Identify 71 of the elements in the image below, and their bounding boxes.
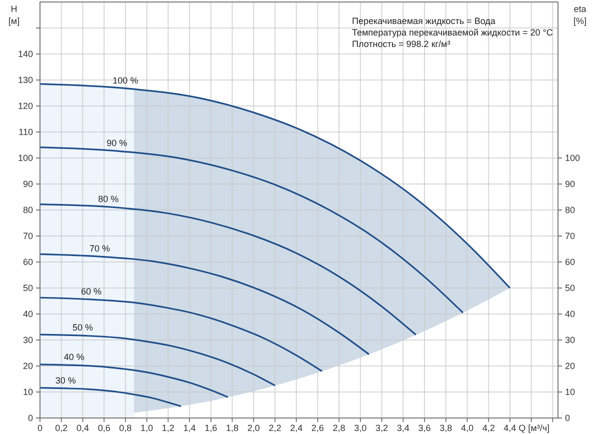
y2-tick-label: 30 [565,335,576,345]
line-series [39,334,276,386]
y-tick-label: 50 [22,283,33,293]
y-tick-label: 0 [28,413,33,423]
line-series [39,146,464,314]
y-tick-label: 100 [18,153,33,163]
x-tick-label: 1,8 [226,423,239,433]
x-tick-label: 1,2 [162,423,174,433]
y-axis-title: H [м] [8,4,20,26]
x-tick-label: 2,2 [268,423,282,433]
series-label: 100 % [112,75,138,86]
x-tick-label: 4,2 [482,423,495,433]
x-axis-title: Q [м³/ч] [518,423,550,433]
y2-tick-label: 10 [565,387,576,397]
y2-axis-title: eta [%] [573,4,587,26]
x-tick-label: 1,4 [183,423,196,433]
series-label: 50 % [72,322,93,333]
annotation: Температура перекачиваемой жидкости = 20 °C [352,28,554,38]
line-series [39,203,417,336]
y-tick-label: 30 [22,335,33,345]
x-tick-label: 0,2 [55,423,68,433]
series-label: 90 % [106,138,128,148]
series-label: 80 % [98,194,119,204]
line-series [39,364,229,398]
x-tick-label: 1,0 [140,423,154,433]
y-tick-label: 10 [22,387,33,397]
y2-tick-label: 100 [565,153,580,163]
x-tick-label: 0,8 [119,423,132,433]
x-tick-label: 3,4 [396,423,410,433]
y-tick-label: 110 [18,127,33,137]
y-tick-label: 20 [22,361,33,371]
x-tick-label: 3,8 [440,423,452,433]
y-tick-label: 90 [22,179,33,189]
x-tick-label: 2,6 [311,423,324,433]
y-tick-label: 80 [22,205,33,215]
x-tick-label: 0,4 [76,423,89,433]
y2-tick-label: 60 [565,257,576,267]
series-label: 60 % [81,286,102,296]
line-series [39,387,182,408]
x-tick-label: 0,6 [98,423,110,433]
x-tick-label: 2,8 [332,423,346,433]
x-tick-label: 3,6 [418,423,431,433]
y2-tick-label: 0 [565,413,570,423]
y2-tick-label: 80 [565,205,576,215]
y2-tick-label: 40 [565,309,576,319]
series-label: 40 % [64,352,84,362]
x-tick-label: 0 [37,423,43,433]
y-tick-label: 120 [18,101,33,111]
x-tick-label: 2,4 [290,423,303,433]
y2-tick-label: 50 [565,283,576,293]
y-tick-label: 140 [18,49,33,59]
series-label: 70 % [90,244,110,254]
x-tick-label: 2,0 [247,423,260,433]
y-tick-label: 40 [22,309,33,319]
line-series [39,296,323,372]
y2-tick-label: 90 [565,179,576,189]
y-tick-label: 70 [22,231,33,241]
x-tick-label: 4,4 [504,423,516,433]
x-tick-label: 1,6 [204,423,218,433]
y-tick-label: 60 [22,257,33,267]
x-tick-label: 4,0 [460,423,474,433]
series-label: 30 % [55,375,76,386]
x-tick-label: 3,0 [354,423,367,433]
x-tick-label: 3,2 [376,423,388,433]
y2-tick-label: 70 [565,231,576,241]
annotation: Плотность = 998.2 кг/м³ [352,39,450,49]
y-tick-label: 130 [18,75,33,85]
annotation: Перекачиваемая жидкость = Вода [352,16,496,26]
line-series [39,253,370,356]
y2-tick-label: 20 [565,361,576,371]
line-series [39,83,511,289]
